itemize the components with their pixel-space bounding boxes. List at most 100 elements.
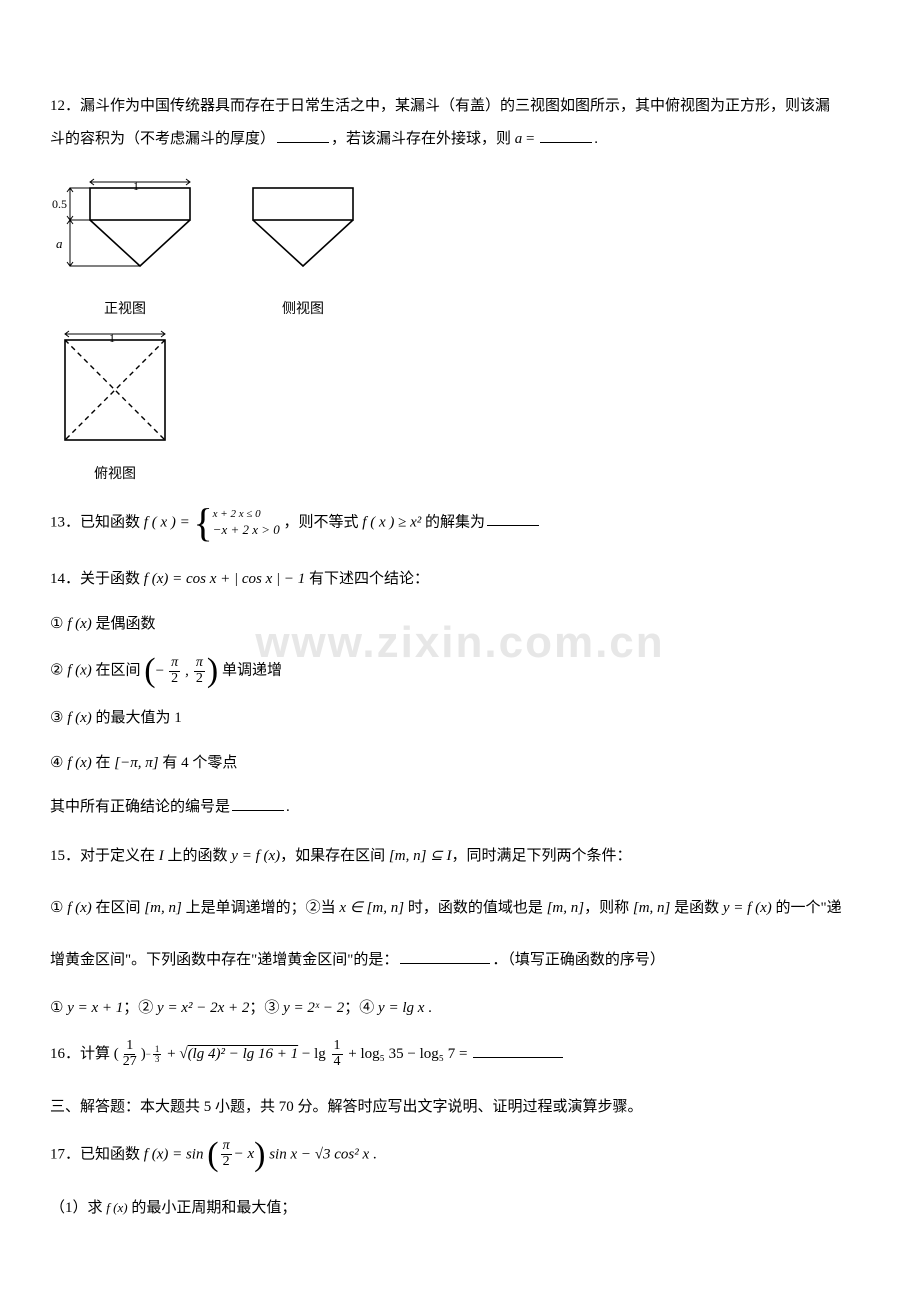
q14-lead: 14．关于函数 f (x) = cos x + | cos x | − 1 有下… [50,565,870,594]
opt-pre-1: ① [50,1000,67,1016]
q14-s1: ① f (x) 是偶函数 [50,610,870,639]
q15-mn4: [m, n] [633,900,671,916]
eq: = [459,1046,471,1062]
opt-pre-4: ；④ [344,1000,378,1016]
q14-lead-text: 关于函数 [80,571,144,587]
q15-num: 15． [50,848,80,864]
top-view-svg: 1 [50,328,180,453]
blank [473,1043,563,1058]
q13-after: 的解集为 [425,514,485,530]
q14-s4-post: 有 4 个零点 [159,755,238,771]
q13-cases: { x + 2 x ≤ 0 −x + 2 x > 0 [193,503,279,543]
q15-l2a: ① [50,900,67,916]
q17-mid: sin x − √3 cos² x [269,1146,369,1162]
q12-line1: 漏斗作为中国传统器具而存在于日常生活之中，某漏斗（有盖）的三视图如图所示，其中俯… [80,98,830,114]
q16-t4: log₅ 35 − log₅ 7 [361,1046,456,1062]
frac-den: 27 [121,1055,139,1070]
brace-icon: { [193,503,212,543]
q17-inner-rest: − x [234,1138,255,1171]
q14-s1-pre: ① [50,616,67,632]
q15-l1b: 上的函数 [164,848,232,864]
q12-period: . [594,131,598,147]
opt-1: y = x + 1 [67,1000,123,1016]
q14-s2-pre: ② [50,662,67,678]
minus: − [302,1046,314,1062]
section-3-heading: 三、解答题：本大题共 5 小题，共 70 分。解答时应写出文字说明、证明过程或演… [50,1093,870,1122]
svg-text:1: 1 [133,179,139,193]
lg: lg [314,1046,329,1062]
q15-l2f: 是函数 [670,900,723,916]
q13-case-top: x + 2 x ≤ 0 [213,508,280,522]
q14-s4-pre: ④ [50,755,67,771]
front-view-svg: 1 0.5 a [50,178,200,288]
q14-s3-f: f (x) [67,710,92,726]
q14-s3-post: 的最大值为 1 [92,710,182,726]
q15-xin: x ∈ [m, n] [339,900,404,916]
q15-fx: f (x) [67,900,92,916]
q14-num: 14． [50,571,80,587]
exp-sign: − [146,1049,151,1059]
q13-mid: ，则不等式 [284,514,363,530]
q17-end: . [369,1146,377,1162]
plus: + [167,1046,179,1062]
q17-f: f (x) = sin [144,1146,204,1162]
opt-4: y = lg x [378,1000,424,1016]
q15-opts: ① y = x + 1；② y = x² − 2x + 2；③ y = 2ˣ −… [50,994,870,1023]
blank [540,128,592,143]
q12-text: 12．漏斗作为中国传统器具而存在于日常生活之中，某漏斗（有盖）的三视图如图所示，… [50,90,870,156]
page-content: 12．漏斗作为中国传统器具而存在于日常生活之中，某漏斗（有盖）的三视图如图所示，… [50,90,870,1222]
opt-end: . [424,1000,432,1016]
q14-s4-f: f (x) [67,755,92,771]
q15-line3: 增黄金区间"。下列函数中存在"递增黄金区间"的是：．（填写正确函数的序号） [50,942,870,978]
q12-line2b: ，若该漏斗存在外接球，则 [331,131,511,147]
q15-l2e: ，则称 [584,900,633,916]
q16-num: 16． [50,1046,80,1062]
q14-concl: 其中所有正确结论的编号是. [50,793,870,822]
q14-interval: ( −π2 , π2 ) [144,654,218,688]
q15-line1: 15．对于定义在 I 上的函数 y = f (x)，如果存在区间 [m, n] … [50,838,870,874]
q17-part1: （1）求 f (x) 的最小正周期和最大值； [50,1194,870,1223]
pi: π [196,655,203,670]
side-view-label: 侧视图 [248,299,358,320]
q15-mn2: [m, n] [144,900,182,916]
frac-den: 3 [153,1055,162,1064]
q14-s2-mid: 在区间 [92,662,145,678]
q13-case-bot: −x + 2 x > 0 [213,522,280,538]
top-view-block: 1 俯视图 [50,328,870,485]
figure-row-1: 1 0.5 a 正视图 侧视图 [50,178,870,320]
q14-s4-int: [−π, π] [114,755,158,771]
q13-ineq: f ( x ) ≥ x² [362,514,421,530]
q14-concl-end: . [286,799,290,815]
svg-text:a: a [56,236,63,251]
q16-t2: (lg 4)² − lg 16 + 1 [188,1046,299,1062]
q14-s4: ④ f (x) 在 [−π, π] 有 4 个零点 [50,749,870,778]
sqrt-icon: √ [179,1046,187,1062]
q15-mn3: [m, n] [547,900,585,916]
q15-yfx: y = f (x) [231,848,280,864]
q13-text: 13．已知函数 f ( x ) = { x + 2 x ≤ 0 −x + 2 x… [50,503,870,543]
q14-tail: 有下述四个结论： [309,571,429,587]
pi: π [223,1138,230,1153]
frac-num: 1 [124,1039,135,1055]
q17-p1-pre: （1）求 [50,1200,106,1216]
q15-line2: ① f (x) 在区间 [m, n] 上是单调递增的；②当 x ∈ [m, n]… [50,890,870,926]
q14-s2-f: f (x) [67,662,92,678]
opt-pre-2: ；② [123,1000,157,1016]
q14-s4-mid: 在 [92,755,115,771]
top-view-label: 俯视图 [50,464,180,485]
q13-lead: 已知函数 [80,514,144,530]
q13-num: 13． [50,514,80,530]
q15-l1a: 对于定义在 [80,848,159,864]
q14-s1-post: 是偶函数 [92,616,156,632]
blank [277,128,329,143]
blank [232,796,284,811]
blank [400,949,490,964]
side-view-block: 侧视图 [248,178,358,320]
q12-num: 12． [50,98,80,114]
q14-s3: ③ f (x) 的最大值为 1 [50,704,870,733]
q12-line2a: 斗的容积为（不考虑漏斗的厚度） [50,131,275,147]
q14-s2: ② f (x) 在区间 ( −π2 , π2 ) 单调递增 [50,654,870,688]
q14-s2-post: 单调递增 [222,662,282,678]
q15-l1d: ，同时满足下列两个条件： [452,848,632,864]
q17-lead: 已知函数 [80,1146,144,1162]
